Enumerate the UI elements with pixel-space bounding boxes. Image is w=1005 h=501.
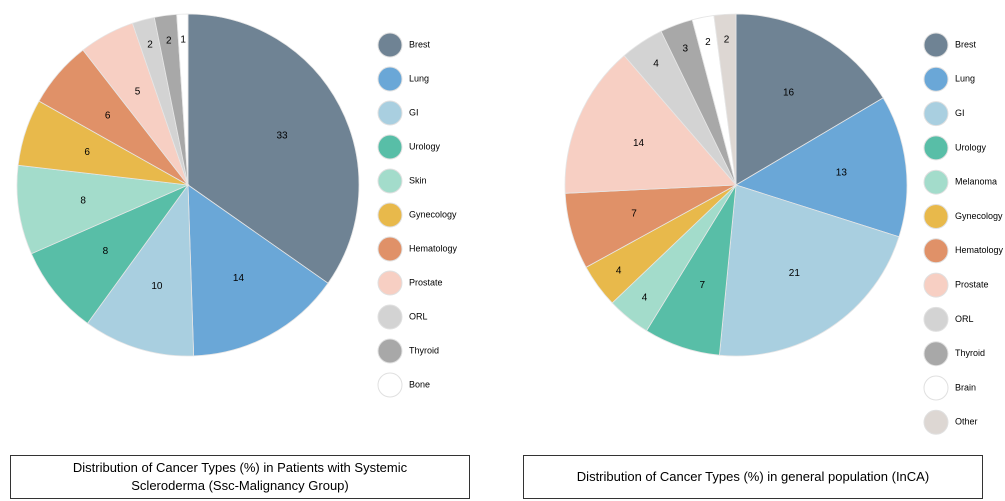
legend-swatch	[377, 372, 403, 398]
data-label: 14	[633, 138, 645, 149]
data-label: 8	[103, 246, 109, 257]
legend-swatch	[923, 341, 949, 367]
data-label: 2	[705, 37, 711, 48]
legend-label: GI	[409, 107, 419, 117]
data-label: 2	[147, 39, 153, 50]
legend-label: Lung	[409, 73, 429, 83]
data-label: 4	[642, 293, 648, 304]
legend-label: Prostate	[955, 279, 989, 289]
legend-swatch	[377, 338, 403, 364]
data-label: 3	[683, 43, 689, 54]
legend-label: GI	[955, 108, 965, 118]
data-label: 2	[166, 36, 172, 47]
data-label: 5	[135, 86, 141, 97]
legend-label: Urology	[409, 141, 441, 151]
data-label: 8	[80, 195, 86, 206]
pie-slice	[30, 184, 190, 324]
legend-swatch	[923, 306, 949, 332]
legend-label: Brest	[955, 39, 977, 49]
data-label: 13	[836, 168, 848, 179]
legend-swatch	[923, 169, 949, 195]
legend-label: Skin	[409, 175, 427, 185]
pie-slice	[713, 13, 737, 186]
pie-slice	[86, 183, 195, 357]
legend-swatch	[377, 236, 403, 262]
legend-label: Brain	[955, 382, 976, 392]
legend-label: Prostate	[409, 277, 443, 287]
legend-label: Melanoma	[955, 177, 997, 187]
pie-slice	[187, 184, 329, 357]
legend-label: Lung	[955, 74, 975, 84]
legend-swatch	[377, 134, 403, 160]
legend-swatch	[377, 100, 403, 126]
legend-swatch	[923, 238, 949, 264]
pie-slice	[735, 13, 884, 186]
pie-slice	[187, 13, 360, 284]
legend-label: Urology	[955, 142, 987, 152]
legend-swatch	[923, 32, 949, 58]
data-label: 6	[105, 110, 111, 121]
legend-label: Thyroid	[409, 345, 439, 355]
legend-label: Hematology	[409, 243, 458, 253]
legend-swatch	[377, 270, 403, 296]
data-label: 33	[277, 131, 289, 142]
legend-swatch	[377, 168, 403, 194]
legend-swatch	[923, 135, 949, 161]
legend-swatch	[923, 272, 949, 298]
legend-swatch	[923, 409, 949, 435]
legend-swatch	[377, 202, 403, 228]
legend-swatch	[923, 375, 949, 401]
legend-label: ORL	[955, 314, 974, 324]
legend-swatch	[377, 304, 403, 330]
legend-label: Gynecology	[409, 209, 457, 219]
data-label: 16	[783, 88, 795, 99]
legend-label: Hematology	[955, 245, 1004, 255]
chart-title: Distribution of Cancer Types (%) in gene…	[523, 455, 983, 499]
data-label: 14	[233, 273, 245, 284]
legend-label: ORL	[409, 311, 428, 321]
pie-slice	[718, 184, 900, 357]
legend-label: Thyroid	[955, 348, 985, 358]
data-label: 7	[699, 280, 705, 291]
legend-swatch	[923, 101, 949, 127]
data-label: 21	[789, 268, 801, 279]
data-label: 10	[151, 281, 163, 292]
data-label: 4	[653, 58, 659, 69]
pie-slice	[16, 164, 190, 255]
pie-slice	[176, 13, 189, 186]
pie-slice	[564, 55, 737, 194]
legend-swatch	[377, 32, 403, 58]
data-label: 7	[631, 208, 637, 219]
legend-swatch	[377, 66, 403, 92]
legend-label: Other	[955, 417, 978, 427]
data-label: 2	[724, 35, 730, 46]
legend-label: Brest	[409, 39, 431, 49]
legend-swatch	[923, 204, 949, 229]
legend-label: Bone	[409, 379, 430, 389]
data-label: 6	[84, 147, 90, 158]
pie-slice	[735, 97, 908, 238]
legend-swatch	[923, 66, 949, 92]
chart-title: Distribution of Cancer Types (%) in Pati…	[10, 455, 470, 499]
data-label: 1	[180, 34, 186, 45]
data-label: 4	[616, 265, 622, 276]
legend-label: Gynecology	[955, 211, 1003, 221]
